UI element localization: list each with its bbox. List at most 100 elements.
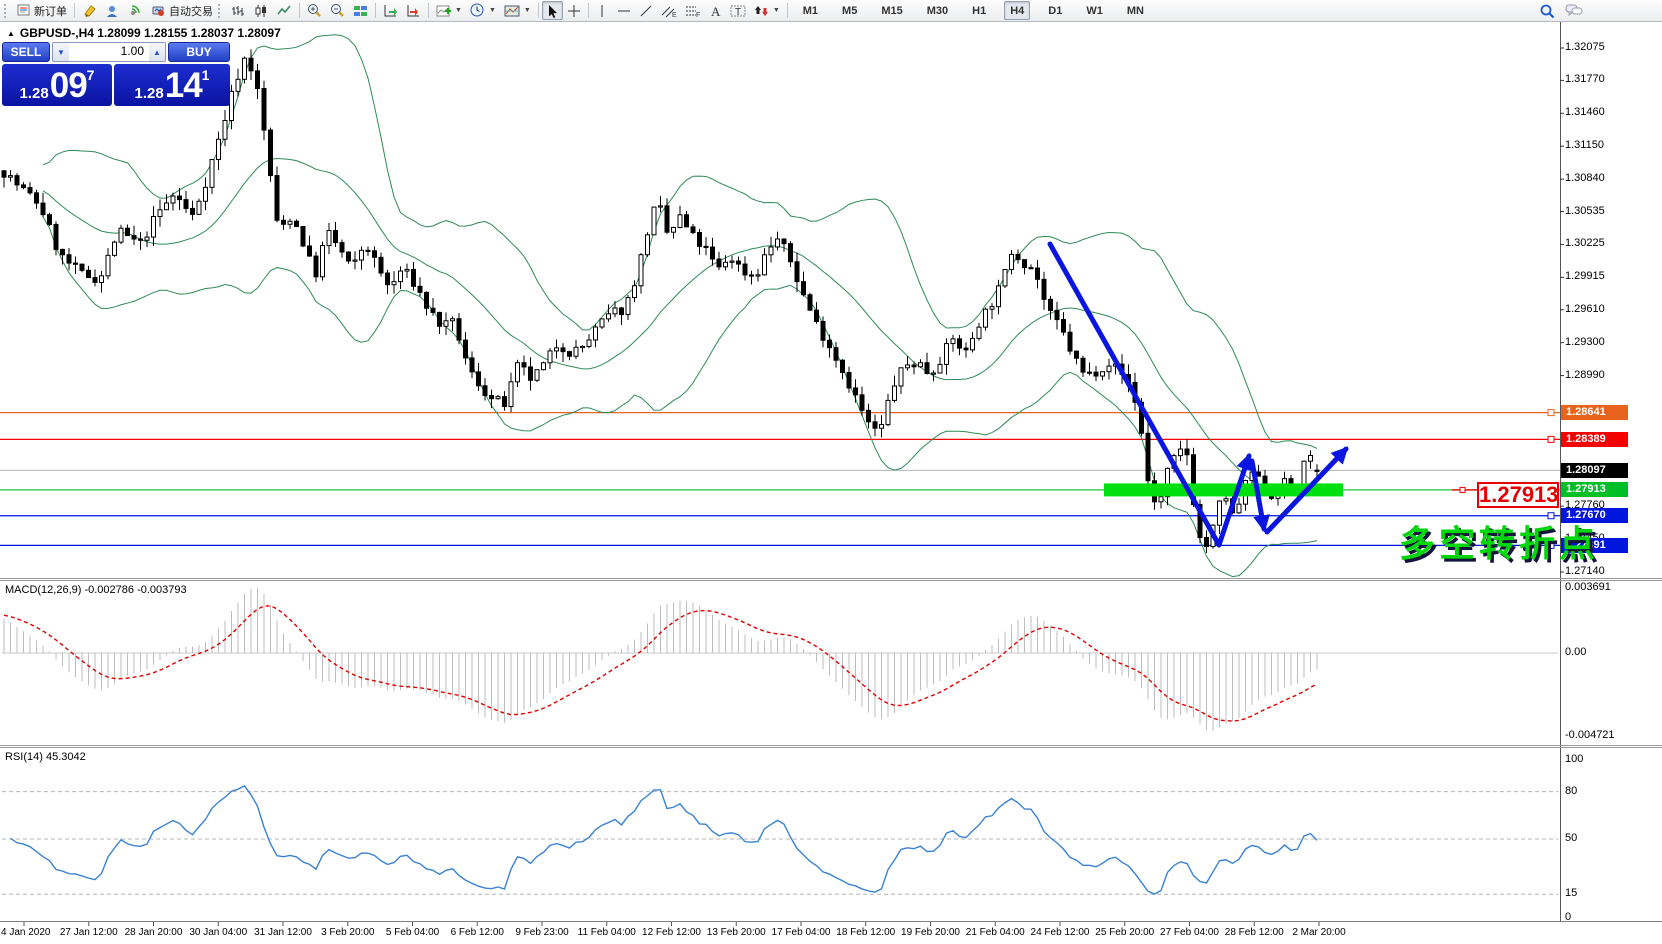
timeframe-button-H1[interactable]: H1	[966, 1, 992, 20]
time-axis-label: 17 Feb 04:00	[771, 927, 831, 938]
horizontal-line-icon	[617, 5, 631, 17]
time-axis-label: 19 Feb 20:00	[901, 927, 960, 938]
current-price-label: 1.28097	[1561, 462, 1628, 478]
new-order-button[interactable]: 新订单	[13, 1, 71, 20]
fibonacci-button[interactable]: F	[681, 1, 705, 20]
timeframe-button-M1[interactable]: M1	[797, 1, 824, 20]
equidistant-channel-icon: E	[661, 4, 677, 18]
toolbar-grip[interactable]	[4, 3, 10, 18]
bid-sup: 7	[86, 67, 95, 83]
timeframe-button-M5[interactable]: M5	[836, 1, 863, 20]
ask-sup: 1	[201, 67, 210, 83]
chat-icon[interactable]	[1565, 3, 1583, 18]
price-tick: 1.31460	[1565, 106, 1605, 119]
annotation-text[interactable]: 多空转折点	[1399, 523, 1600, 564]
rsi-axis-tick: 0	[1565, 911, 1572, 923]
time-axis-label: 18 Feb 12:00	[836, 927, 896, 938]
chart-line-button[interactable]	[273, 1, 296, 20]
templates-button[interactable]: ▼	[500, 1, 535, 20]
search-icon[interactable]	[1539, 3, 1555, 19]
price-level-label: 1.28389	[1561, 431, 1628, 447]
indicators-button[interactable]: ▼	[432, 1, 466, 20]
ask-prefix: 1.28	[134, 85, 164, 102]
price-tick: 1.32075	[1565, 41, 1605, 53]
autotrade-button[interactable]: 自动交易	[147, 1, 217, 20]
arrows-button[interactable]: ▼	[750, 1, 784, 20]
buy-button[interactable]: BUY	[168, 42, 230, 62]
chart-candles-button[interactable]	[250, 1, 273, 20]
one-click-trading-panel: SELL ▼ 1.00 ▲ BUY 1.28 09 7 1.28 14 1	[2, 42, 230, 106]
ask-price-display[interactable]: 1.28 14 1	[114, 64, 230, 106]
time-axis-label: 6 Feb 12:00	[450, 927, 504, 938]
volume-input[interactable]: 1.00	[120, 44, 144, 58]
auto-scroll-icon	[383, 4, 398, 18]
time-axis-label: 25 Feb 20:00	[1095, 927, 1155, 938]
styler-button[interactable]	[78, 1, 101, 20]
price-callout-box[interactable]: 1.27913	[1477, 482, 1559, 508]
vertical-line-icon	[596, 4, 608, 18]
tile-windows-icon	[353, 4, 368, 18]
rsi-axis-tick: 100	[1565, 753, 1584, 765]
hline-button[interactable]	[613, 1, 635, 20]
text-label-button[interactable]: T	[726, 1, 750, 20]
vline-button[interactable]	[592, 1, 613, 20]
time-axis-label: 27 Feb 04:00	[1160, 927, 1219, 938]
text-label-icon: T	[730, 4, 746, 18]
bid-main: 09	[49, 66, 88, 105]
macd-axis-tick: -0.004721	[1565, 729, 1615, 741]
crosshair-button[interactable]	[563, 1, 585, 20]
chevron-down-icon: ▼	[455, 7, 462, 14]
crosshair-icon	[567, 4, 581, 18]
rsi-axis-tick: 80	[1565, 784, 1578, 797]
periods-button[interactable]: ▼	[466, 1, 500, 20]
autotrade-label: 自动交易	[169, 5, 213, 18]
autotrade-icon	[151, 4, 166, 18]
tile-windows-button[interactable]	[349, 1, 372, 20]
timeframe-button-M15[interactable]: M15	[875, 1, 908, 20]
svg-text:E: E	[672, 12, 677, 18]
zoom-in-button[interactable]	[303, 1, 326, 20]
time-axis-label: 5 Feb 04:00	[385, 927, 440, 938]
timeframe-button-M30[interactable]: M30	[921, 1, 954, 20]
toolbar-grip[interactable]	[218, 3, 224, 18]
auto-scroll-button[interactable]	[379, 1, 402, 20]
radar-icon	[128, 4, 143, 18]
text-button[interactable]: A	[705, 1, 726, 20]
add-indicator-icon	[436, 4, 451, 18]
price-tick: 1.29300	[1565, 335, 1605, 348]
community-button[interactable]	[101, 1, 124, 20]
timeframe-group: M1 M5 M15 M30 H1 H4 D1 W1 MN	[791, 1, 1156, 20]
chart-title-bar[interactable]: ▲ GBPUSD-,H4 1.28099 1.28155 1.28037 1.2…	[7, 26, 281, 40]
price-level-label: 1.28641	[1561, 405, 1628, 421]
time-axis-label: 24 Feb 12:00	[1030, 927, 1090, 938]
timeframe-button-H4[interactable]: H4	[1004, 1, 1031, 20]
trendline-button[interactable]	[635, 1, 657, 20]
time-axis-label: 30 Jan 04:00	[189, 927, 248, 938]
macd-indicator-label: MACD(12,26,9) -0.002786 -0.003793	[5, 584, 187, 596]
bid-prefix: 1.28	[19, 85, 49, 102]
bar-chart-icon	[231, 4, 246, 18]
time-axis-label: 3 Feb 20:00	[321, 927, 375, 938]
zoom-out-button[interactable]	[326, 1, 349, 20]
timeframe-button-W1[interactable]: W1	[1080, 1, 1109, 20]
chart-bars-button[interactable]	[227, 1, 250, 20]
volume-increase-button[interactable]: ▲	[149, 43, 165, 61]
cursor-button[interactable]	[541, 1, 563, 20]
clock-icon	[470, 3, 485, 18]
price-tick: 1.29610	[1565, 302, 1605, 315]
channel-button[interactable]: E	[657, 1, 681, 20]
rsi-axis-tick: 15	[1565, 887, 1578, 900]
sell-button[interactable]: SELL	[2, 42, 50, 62]
signals-button[interactable]	[124, 1, 147, 20]
bid-price-display[interactable]: 1.28 09 7	[2, 64, 112, 106]
price-level-label: 1.27391	[1561, 537, 1628, 553]
chart-shift-button[interactable]	[402, 1, 425, 20]
collapse-panel-icon[interactable]: ▲	[7, 28, 15, 38]
volume-decrease-button[interactable]: ▼	[53, 43, 69, 61]
price-level-label: 1.27913	[1561, 482, 1628, 498]
timeframe-button-MN[interactable]: MN	[1121, 1, 1150, 20]
timeframe-button-D1[interactable]: D1	[1042, 1, 1068, 20]
svg-text:T: T	[735, 7, 741, 18]
